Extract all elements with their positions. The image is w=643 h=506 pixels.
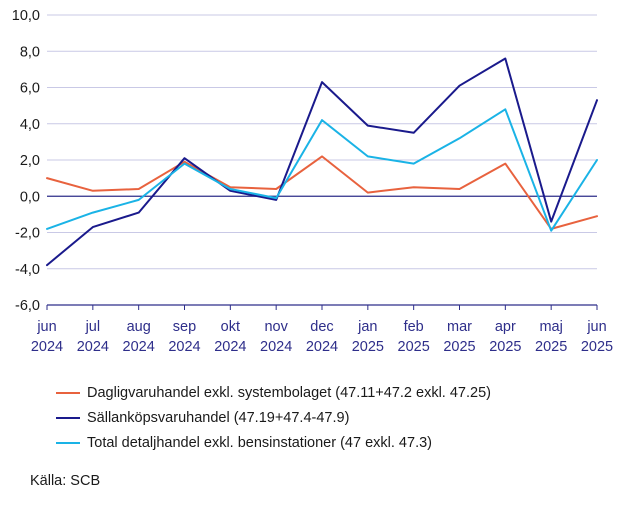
- legend: Dagligvaruhandel exkl. systembolaget (47…: [56, 380, 491, 455]
- x-tick-label-month: aug: [127, 319, 151, 335]
- legend-swatch: [56, 391, 80, 394]
- x-tick-label-year: 2025: [535, 339, 567, 355]
- series-lines: [46, 57, 598, 267]
- series-line-2: [46, 108, 598, 232]
- x-tick-label-year: 2025: [581, 339, 613, 355]
- x-tick-label-year: 2024: [77, 339, 109, 355]
- y-tick-label: 4,0: [20, 117, 40, 133]
- legend-swatch: [56, 416, 80, 419]
- x-tick-label-month: okt: [221, 319, 240, 335]
- source-note: Källa: SCB: [30, 473, 101, 489]
- x-tick-label-month: jun: [586, 319, 606, 335]
- y-axis-ticks: -6,0 -4,0 -2,0 0,0 2,0 4,0 6,0 8,0 10,0: [12, 8, 40, 314]
- x-tick-label-month: jun: [36, 319, 56, 335]
- y-tick-label: -2,0: [15, 226, 40, 242]
- x-tick-label-month: sep: [173, 319, 196, 335]
- legend-label: Sällanköpsvaruhandel (47.19+47.4-47.9): [87, 409, 350, 426]
- x-tick-label-year: 2025: [489, 339, 521, 355]
- x-tick-label-year: 2024: [31, 339, 63, 355]
- x-tick-label-month: jan: [357, 319, 377, 335]
- x-tick-label-month: maj: [539, 319, 562, 335]
- legend-swatch: [56, 441, 80, 444]
- y-tick-label: 10,0: [12, 8, 40, 24]
- x-tick-label-year: 2024: [260, 339, 292, 355]
- y-tick-label: 6,0: [20, 81, 40, 97]
- legend-item-total-detaljhandel: Total detaljhandel exkl. bensinstationer…: [56, 430, 491, 455]
- x-tick-label-year: 2024: [214, 339, 246, 355]
- line-chart: -6,0-4,0-2,00,02,04,06,08,010,0 jun2024j…: [12, 8, 613, 355]
- legend-label: Total detaljhandel exkl. bensinstationer…: [87, 434, 432, 451]
- legend-item-dagligvaruhandel: Dagligvaruhandel exkl. systembolaget (47…: [56, 380, 491, 405]
- x-tick-label-month: dec: [310, 319, 333, 335]
- x-tick-label-month: apr: [495, 319, 516, 335]
- legend-label: Dagligvaruhandel exkl. systembolaget (47…: [87, 384, 491, 401]
- x-tick-label-month: jul: [85, 319, 101, 335]
- x-tick-label-year: 2024: [168, 339, 200, 355]
- x-tick-label-month: nov: [264, 319, 288, 335]
- x-tick-label-year: 2025: [443, 339, 475, 355]
- x-tick-label-month: feb: [404, 319, 424, 335]
- x-tick-label-year: 2024: [123, 339, 155, 355]
- x-tick-label-year: 2025: [352, 339, 384, 355]
- x-tick-label-year: 2024: [306, 339, 338, 355]
- x-axis: jun 2024 jul 2024 aug 2024 sep 2024 okt 2024 nov 20…: [31, 304, 613, 355]
- series-line-1: [46, 57, 598, 267]
- y-tick-label: 8,0: [20, 44, 40, 60]
- y-tick-label: 0,0: [20, 189, 40, 205]
- y-tick-label: -4,0: [15, 262, 40, 278]
- x-tick-label-month: mar: [447, 319, 472, 335]
- series-line-0: [46, 155, 598, 230]
- y-tick-label: 2,0: [20, 153, 40, 169]
- x-tick-label-year: 2025: [398, 339, 430, 355]
- legend-item-sallankopsvaruhandel: Sällanköpsvaruhandel (47.19+47.4-47.9): [56, 405, 491, 430]
- y-tick-label: -6,0: [15, 298, 40, 314]
- gridlines: [47, 14, 597, 306]
